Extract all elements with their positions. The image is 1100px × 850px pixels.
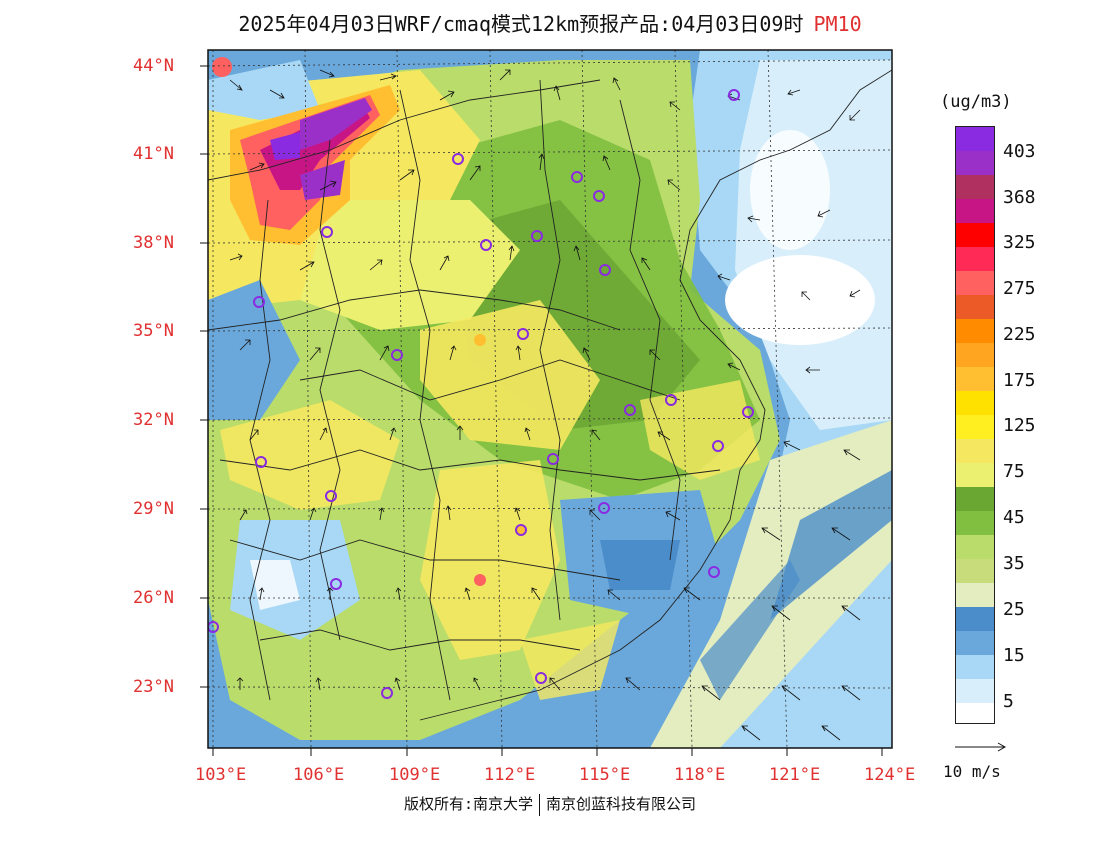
colorbar-swatch — [956, 127, 994, 151]
copyright-divider — [539, 793, 541, 816]
colorbar-label: 5 — [1003, 691, 1014, 712]
colorbar-swatch — [956, 583, 994, 607]
colorbar-label: 368 — [1003, 187, 1036, 208]
colorbar-swatch — [956, 247, 994, 271]
colorbar-swatch — [956, 223, 994, 247]
lat-label-26: 26°N — [133, 588, 174, 608]
title-main: 2025年04月03日WRF/cmaq模式12km预报产品:04月03日09时 — [238, 12, 804, 36]
colorbar-swatch — [956, 295, 994, 319]
colorbar-label: 75 — [1003, 461, 1025, 482]
lat-label-41: 41°N — [133, 144, 174, 164]
colorbar-swatch — [956, 199, 994, 223]
colorbar-swatch — [956, 631, 994, 655]
colorbar-swatch — [956, 271, 994, 295]
lat-label-44: 44°N — [133, 56, 174, 76]
colorbar-swatch — [956, 463, 994, 487]
map-frame — [207, 49, 893, 749]
title-product: PM10 — [813, 12, 862, 36]
colorbar-swatch — [956, 679, 994, 703]
grid-lines — [208, 50, 892, 748]
colorbar-swatch — [956, 439, 994, 463]
colorbar-label: 125 — [1003, 415, 1036, 436]
colorbar-label: 25 — [1003, 599, 1025, 620]
colorbar-swatch — [956, 607, 994, 631]
colorbar-unit: (ug/m3) — [940, 92, 1012, 112]
wind-reference-label: 10 m/s — [943, 762, 1001, 781]
colorbar-swatch — [956, 151, 994, 175]
lon-label-115: 115°E — [579, 765, 631, 785]
colorbar-swatch — [956, 559, 994, 583]
lat-label-38: 38°N — [133, 233, 174, 253]
copyright-left: 版权所有:南京大学 — [403, 795, 534, 813]
colorbar-swatch — [956, 655, 994, 679]
city-markers — [208, 89, 754, 699]
field-hotspot-purple — [300, 98, 372, 150]
colorbar-swatch — [956, 175, 994, 199]
colorbar-swatch — [956, 511, 994, 535]
copyright: 版权所有:南京大学 南京创蓝科技有限公司 — [0, 793, 1100, 816]
copyright-right: 南京创蓝科技有限公司 — [546, 795, 697, 813]
colorbar — [955, 126, 995, 724]
colorbar-label: 35 — [1003, 553, 1025, 574]
lat-label-23: 23°N — [133, 677, 174, 697]
colorbar-label: 403 — [1003, 141, 1036, 162]
colorbar-label: 225 — [1003, 324, 1036, 345]
colorbar-swatch — [956, 487, 994, 511]
lon-label-106: 106°E — [293, 765, 345, 785]
colorbar-swatch — [956, 367, 994, 391]
colorbar-swatch — [956, 391, 994, 415]
colorbar-swatch — [956, 319, 994, 343]
colorbar-swatch — [956, 343, 994, 367]
colorbar-label: 175 — [1003, 370, 1036, 391]
lon-label-109: 109°E — [389, 765, 441, 785]
colorbar-label: 275 — [1003, 278, 1036, 299]
lat-label-29: 29°N — [133, 499, 174, 519]
colorbar-swatch — [956, 415, 994, 439]
wind-reference-arrow-icon — [955, 742, 1007, 752]
lon-label-103: 103°E — [195, 765, 247, 785]
field-sea-white — [725, 255, 875, 345]
lat-label-32: 32°N — [133, 410, 174, 430]
chart-title: 2025年04月03日WRF/cmaq模式12km预报产品:04月03日09时 P… — [0, 8, 1100, 37]
colorbar-swatch — [956, 703, 994, 723]
lon-label-112: 112°E — [484, 765, 536, 785]
wind-vectors — [229, 69, 861, 741]
colorbar-label: 325 — [1003, 232, 1036, 253]
colorbar-swatch — [956, 535, 994, 559]
colorbar-label: 15 — [1003, 645, 1025, 666]
lat-label-35: 35°N — [133, 321, 174, 341]
lon-label-118: 118°E — [674, 765, 726, 785]
lon-label-121: 121°E — [769, 765, 821, 785]
lon-label-124: 124°E — [864, 765, 916, 785]
colorbar-label: 45 — [1003, 507, 1025, 528]
